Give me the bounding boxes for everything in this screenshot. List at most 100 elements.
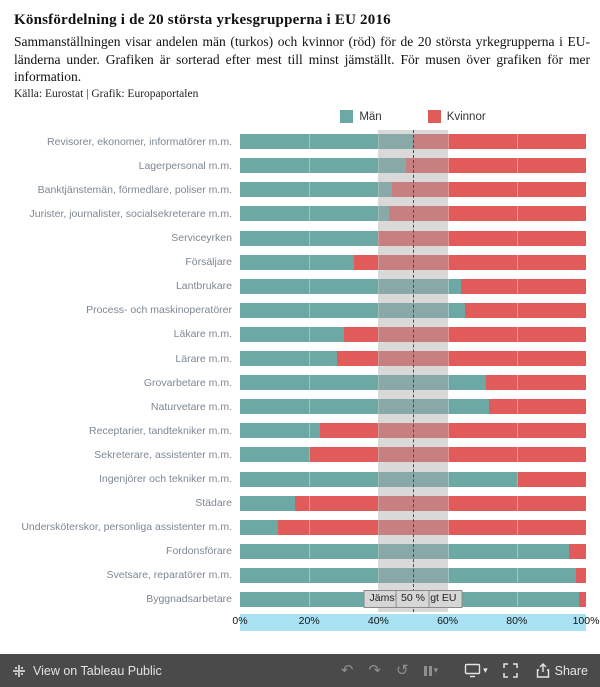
women-bar[interactable]	[295, 495, 586, 511]
pause-icon	[423, 665, 432, 676]
fullscreen-button[interactable]	[502, 663, 518, 678]
view-on-tableau-public-label: View on Tableau Public	[33, 663, 162, 678]
display-icon	[464, 663, 481, 678]
share-label: Share	[554, 663, 588, 678]
men-bar[interactable]	[240, 134, 413, 150]
chart-row: Grovarbetare m.m.	[10, 371, 600, 395]
men-bar[interactable]	[240, 399, 490, 415]
women-bar[interactable]	[343, 326, 586, 342]
chart-row: Naturvetare m.m.	[10, 395, 600, 419]
bar-track	[240, 230, 586, 246]
women-bar[interactable]	[319, 423, 586, 439]
chart-row: Svetsare, reparatörer m.m.	[10, 563, 600, 587]
axis-tick-label: 20%	[298, 614, 320, 627]
women-bar[interactable]	[516, 471, 586, 487]
women-bar[interactable]	[336, 351, 586, 367]
bar-track	[240, 206, 586, 222]
category-label: Försäljare	[185, 256, 232, 269]
women-bar[interactable]	[278, 519, 586, 535]
men-bar[interactable]	[240, 519, 279, 535]
header: Könsfördelning i de 20 största yrkesgrup…	[0, 0, 600, 100]
women-bar[interactable]	[461, 278, 586, 294]
men-bar[interactable]	[240, 375, 486, 391]
women-bar[interactable]	[579, 591, 586, 607]
legend: Män Kvinnor	[240, 108, 586, 126]
chart-row: Ingenjörer och tekniker m.m.	[10, 467, 600, 491]
legend-item-women[interactable]: Kvinnor	[427, 110, 486, 124]
x-axis[interactable]: 0% 20% 40% 60% 80% 100%	[232, 613, 599, 631]
women-bar[interactable]	[489, 399, 586, 415]
bar-track	[240, 326, 586, 342]
bar-track	[240, 351, 586, 367]
women-bar[interactable]	[392, 182, 586, 198]
women-bar[interactable]	[406, 158, 586, 174]
chart-row: Revisorer, ekonomer, informatörer m.m.	[10, 130, 600, 154]
women-bar[interactable]	[464, 302, 586, 318]
category-label: Sekreterare, assistenter m.m.	[94, 448, 232, 461]
undo-icon: ↶	[340, 662, 354, 679]
women-bar[interactable]	[413, 134, 586, 150]
women-bar[interactable]	[568, 543, 586, 559]
reset-button[interactable]: ↺	[396, 663, 409, 678]
redo-button[interactable]: ↷	[368, 663, 381, 678]
men-bar[interactable]	[240, 182, 393, 198]
men-bar[interactable]	[240, 254, 355, 270]
category-label: Process- och maskinoperatörer	[86, 304, 232, 317]
category-label: Fordonsförare	[166, 545, 232, 558]
category-label: Banktjänstemän, förmedlare, poliser m.m.	[37, 183, 232, 196]
men-bar[interactable]	[240, 471, 517, 487]
women-bar[interactable]	[378, 230, 586, 246]
axis-tick-label: 100%	[572, 614, 600, 627]
men-bar[interactable]	[240, 543, 569, 559]
men-bar[interactable]	[240, 351, 337, 367]
page-title: Könsfördelning i de 20 största yrkesgrup…	[14, 12, 391, 28]
category-label: Receptarier, tandtekniker m.m.	[89, 424, 232, 437]
chart-row: Undersköterskor, personliga assistenter …	[10, 515, 600, 539]
view-on-tableau-public[interactable]: View on Tableau Public	[12, 664, 162, 678]
chart-row: Försäljare	[10, 250, 600, 274]
men-bar[interactable]	[240, 591, 580, 607]
legend-item-men[interactable]: Män	[340, 110, 382, 124]
chart-row: Lantbrukare	[10, 274, 600, 298]
share-button[interactable]: Share	[536, 663, 588, 678]
men-bar[interactable]	[240, 278, 462, 294]
chart-rows: Revisorer, ekonomer, informatörer m.m. La…	[10, 130, 600, 612]
bar-track	[240, 375, 586, 391]
men-bar[interactable]	[240, 567, 576, 583]
women-bar[interactable]	[309, 447, 586, 463]
bar-track	[240, 278, 586, 294]
men-bar[interactable]	[240, 423, 320, 439]
women-bar[interactable]	[354, 254, 586, 270]
pause-button[interactable]: ▾	[423, 665, 438, 676]
women-bar[interactable]	[575, 567, 586, 583]
category-label: Svetsare, reparatörer m.m.	[106, 569, 232, 582]
reset-icon: ↺	[396, 662, 409, 679]
axis-tick-label: 0%	[232, 614, 248, 627]
axis-tick-label: 80%	[506, 614, 528, 627]
men-bar[interactable]	[240, 230, 379, 246]
chart-row: Fordonsförare	[10, 539, 600, 563]
display-options-button[interactable]: ▾	[464, 663, 488, 678]
undo-button[interactable]: ↶	[341, 663, 354, 678]
men-bar[interactable]	[240, 326, 344, 342]
chart-row: Banktjänstemän, förmedlare, poliser m.m.	[10, 178, 600, 202]
chart-row: Läkare m.m.	[10, 322, 600, 346]
women-bar[interactable]	[485, 375, 586, 391]
men-bar[interactable]	[240, 447, 310, 463]
legend-men-label: Män	[359, 110, 382, 123]
category-label: Undersköterskor, personliga assistenter …	[21, 521, 232, 534]
category-label: Naturvetare m.m.	[150, 400, 232, 413]
men-bar[interactable]	[240, 158, 407, 174]
stacked-bar-chart: Revisorer, ekonomer, informatörer m.m. La…	[0, 129, 600, 612]
men-bar[interactable]	[240, 495, 296, 511]
chart-row: Jurister, journalister, socialsekreterar…	[10, 202, 600, 226]
women-bar[interactable]	[388, 206, 586, 222]
share-icon	[536, 663, 549, 678]
category-label: Grovarbetare m.m.	[143, 376, 232, 389]
category-label: Läkare m.m.	[173, 328, 232, 341]
men-bar[interactable]	[240, 206, 389, 222]
category-label: Byggnadsarbetare	[146, 593, 232, 606]
men-bar[interactable]	[240, 302, 465, 318]
category-label: Städare	[195, 497, 232, 510]
